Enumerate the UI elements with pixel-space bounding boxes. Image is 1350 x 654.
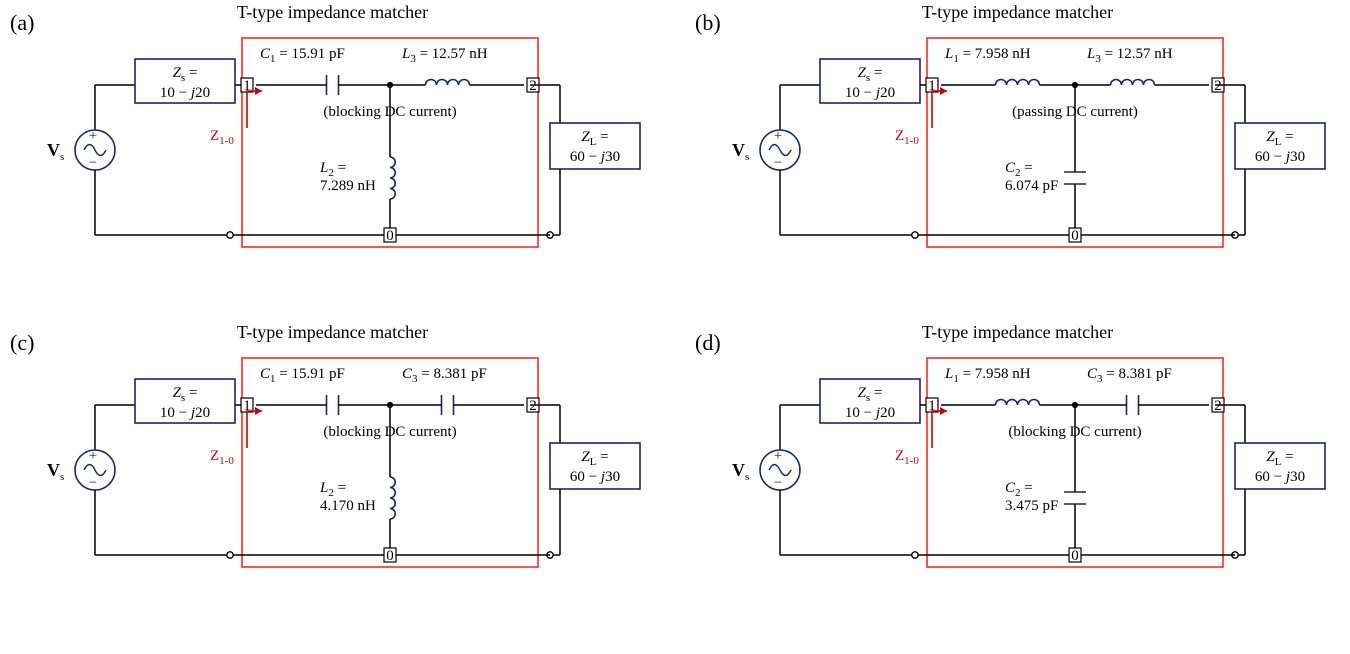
circuit-diagram: Zs =10 − j201L1 = 7.958 nHL3 = 12.57 nHC… bbox=[725, 10, 1340, 275]
svg-text:L1 = 7.958 nH: L1 = 7.958 nH bbox=[944, 46, 1031, 65]
svg-text:−: − bbox=[774, 475, 782, 491]
svg-text:60 − j30: 60 − j30 bbox=[570, 149, 620, 165]
svg-text:7.289 nH: 7.289 nH bbox=[320, 178, 376, 194]
panel-d: (d)Zs =10 − j201L1 = 7.958 nHC3 = 8.381 … bbox=[695, 330, 1340, 630]
svg-text:(blocking DC current): (blocking DC current) bbox=[1008, 424, 1141, 440]
svg-text:6.074 pF: 6.074 pF bbox=[1005, 178, 1058, 194]
svg-text:+: + bbox=[774, 448, 782, 464]
svg-text:Vs: Vs bbox=[47, 140, 64, 163]
panel-c: (c)Zs =10 − j201C1 = 15.91 pFC3 = 8.381 … bbox=[10, 330, 655, 630]
svg-text:(blocking DC current): (blocking DC current) bbox=[323, 104, 456, 120]
svg-text:+: + bbox=[89, 448, 97, 464]
svg-text:C1 = 15.91 pF: C1 = 15.91 pF bbox=[260, 366, 345, 385]
svg-text:3.475 pF: 3.475 pF bbox=[1005, 498, 1058, 514]
svg-text:0: 0 bbox=[1071, 548, 1079, 564]
svg-text:10 − j20: 10 − j20 bbox=[845, 405, 895, 421]
circuit-diagram: Zs =10 − j201C1 = 15.91 pFL3 = 12.57 nHL… bbox=[40, 10, 655, 275]
svg-text:−: − bbox=[774, 155, 782, 171]
svg-text:C3 = 8.381 pF: C3 = 8.381 pF bbox=[402, 366, 487, 385]
panel-label: (d) bbox=[695, 330, 721, 356]
svg-text:60 − j30: 60 − j30 bbox=[1255, 469, 1305, 485]
panel-label: (b) bbox=[695, 10, 721, 36]
svg-text:−: − bbox=[89, 475, 97, 491]
circuit-diagram: Zs =10 − j201C1 = 15.91 pFC3 = 8.381 pFL… bbox=[40, 330, 655, 595]
svg-text:60 − j30: 60 − j30 bbox=[570, 469, 620, 485]
svg-text:Vs: Vs bbox=[732, 460, 749, 483]
svg-text:0: 0 bbox=[1071, 228, 1079, 244]
svg-text:C2 =: C2 = bbox=[1005, 160, 1033, 179]
svg-text:(blocking DC current): (blocking DC current) bbox=[323, 424, 456, 440]
panel-label: (c) bbox=[10, 330, 34, 356]
svg-text:2: 2 bbox=[1214, 398, 1222, 414]
svg-text:(passing DC current): (passing DC current) bbox=[1012, 104, 1138, 120]
svg-text:C2 =: C2 = bbox=[1005, 480, 1033, 499]
svg-text:2: 2 bbox=[1214, 78, 1222, 94]
svg-text:C3 = 8.381 pF: C3 = 8.381 pF bbox=[1087, 366, 1172, 385]
panel-grid: (a)Zs =10 − j201C1 = 15.91 pFL3 = 12.57 … bbox=[10, 10, 1340, 630]
panel-label: (a) bbox=[10, 10, 34, 36]
svg-text:Vs: Vs bbox=[47, 460, 64, 483]
svg-text:2: 2 bbox=[529, 398, 537, 414]
svg-text:Z1-0: Z1-0 bbox=[895, 128, 919, 147]
svg-text:0: 0 bbox=[386, 228, 394, 244]
svg-text:L2 =: L2 = bbox=[319, 480, 346, 499]
circuit-diagram: Zs =10 − j201L1 = 7.958 nHC3 = 8.381 pFC… bbox=[725, 330, 1340, 595]
svg-text:2: 2 bbox=[529, 78, 537, 94]
svg-text:10 − j20: 10 − j20 bbox=[160, 405, 210, 421]
panel-b: (b)Zs =10 − j201L1 = 7.958 nHL3 = 12.57 … bbox=[695, 10, 1340, 310]
svg-text:L3 = 12.57 nH: L3 = 12.57 nH bbox=[1086, 46, 1173, 65]
svg-text:L2 =: L2 = bbox=[319, 160, 346, 179]
svg-text:L1 = 7.958 nH: L1 = 7.958 nH bbox=[944, 366, 1031, 385]
svg-text:+: + bbox=[89, 128, 97, 144]
svg-text:Z1-0: Z1-0 bbox=[895, 448, 919, 467]
svg-text:Z1-0: Z1-0 bbox=[210, 448, 234, 467]
svg-text:4.170 nH: 4.170 nH bbox=[320, 498, 376, 514]
svg-text:+: + bbox=[774, 128, 782, 144]
svg-text:Z1-0: Z1-0 bbox=[210, 128, 234, 147]
svg-text:−: − bbox=[89, 155, 97, 171]
svg-text:C1 = 15.91 pF: C1 = 15.91 pF bbox=[260, 46, 345, 65]
svg-text:60 − j30: 60 − j30 bbox=[1255, 149, 1305, 165]
panel-a: (a)Zs =10 − j201C1 = 15.91 pFL3 = 12.57 … bbox=[10, 10, 655, 310]
svg-text:Vs: Vs bbox=[732, 140, 749, 163]
svg-text:10 − j20: 10 − j20 bbox=[845, 85, 895, 101]
svg-text:L3 = 12.57 nH: L3 = 12.57 nH bbox=[401, 46, 488, 65]
svg-text:0: 0 bbox=[386, 548, 394, 564]
svg-text:10 − j20: 10 − j20 bbox=[160, 85, 210, 101]
